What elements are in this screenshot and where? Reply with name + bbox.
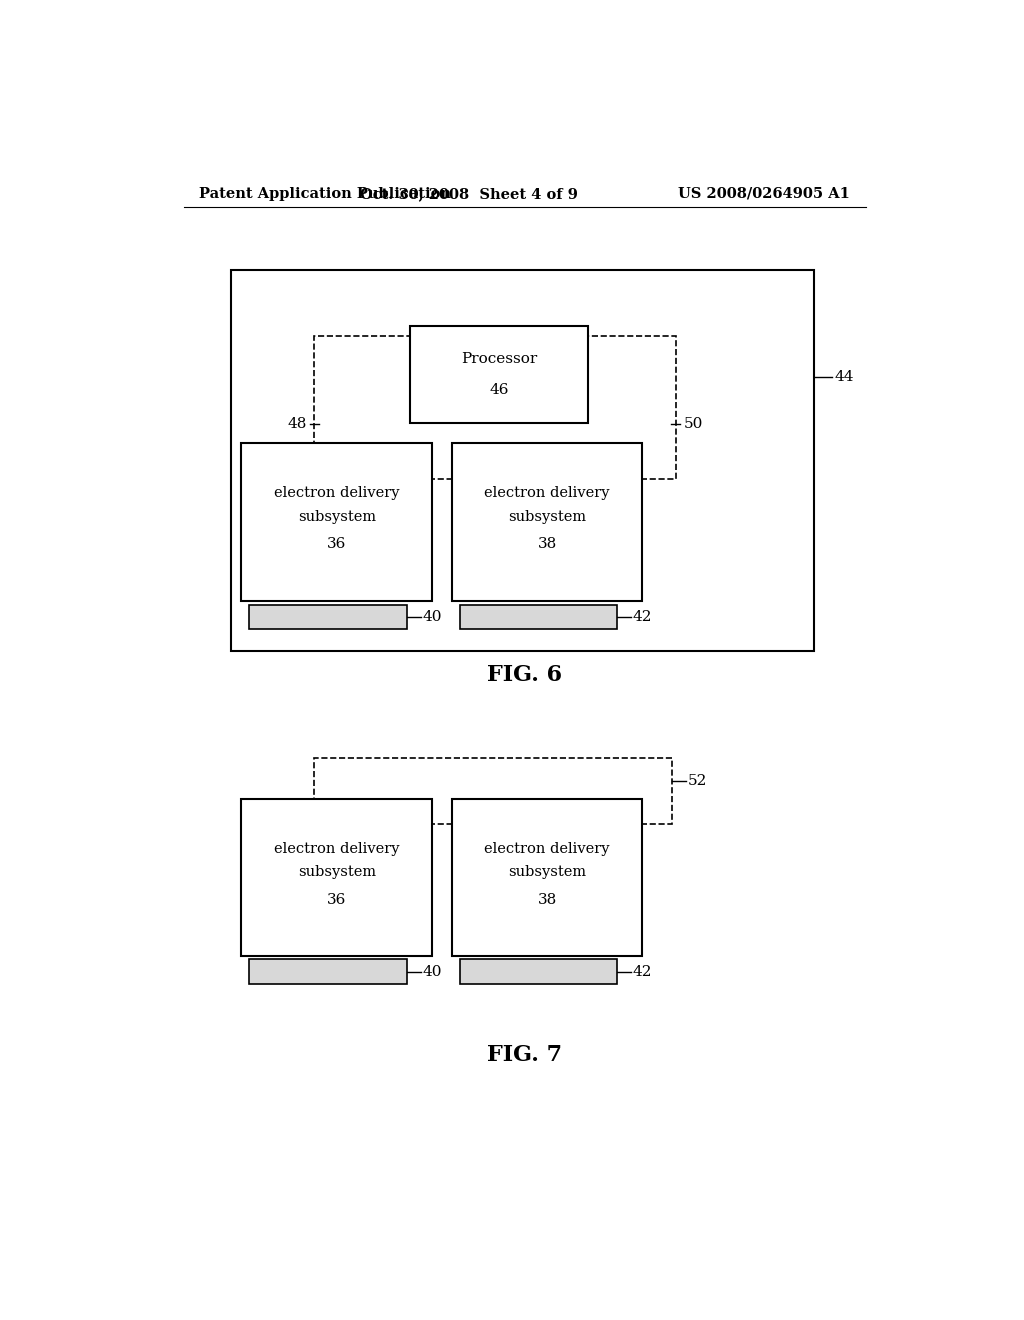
Text: FIG. 7: FIG. 7 — [487, 1044, 562, 1065]
Text: FIG. 6: FIG. 6 — [487, 664, 562, 685]
Text: 52: 52 — [687, 775, 707, 788]
Text: 44: 44 — [835, 370, 854, 384]
Bar — [410, 326, 588, 422]
Text: electron delivery: electron delivery — [274, 842, 399, 857]
Bar — [314, 758, 672, 824]
Text: 40: 40 — [423, 610, 442, 624]
Text: 36: 36 — [327, 892, 346, 907]
Bar — [250, 605, 407, 630]
Bar — [460, 605, 616, 630]
Bar — [242, 444, 432, 601]
Text: 36: 36 — [327, 537, 346, 552]
Text: Processor: Processor — [461, 352, 538, 366]
Text: subsystem: subsystem — [298, 510, 376, 524]
Bar — [452, 799, 642, 956]
Text: subsystem: subsystem — [508, 510, 586, 524]
Text: 38: 38 — [538, 892, 557, 907]
Bar — [314, 337, 676, 479]
Text: Patent Application Publication: Patent Application Publication — [200, 187, 452, 201]
Bar — [231, 271, 814, 651]
Text: 50: 50 — [684, 417, 702, 432]
Text: 40: 40 — [423, 965, 442, 978]
Bar — [460, 960, 616, 983]
Text: subsystem: subsystem — [298, 866, 376, 879]
Text: electron delivery: electron delivery — [274, 486, 399, 500]
Text: US 2008/0264905 A1: US 2008/0264905 A1 — [678, 187, 850, 201]
Text: subsystem: subsystem — [508, 866, 586, 879]
Bar — [242, 799, 432, 956]
Text: 42: 42 — [633, 610, 652, 624]
Text: 48: 48 — [287, 417, 306, 432]
Text: Oct. 30, 2008  Sheet 4 of 9: Oct. 30, 2008 Sheet 4 of 9 — [360, 187, 579, 201]
Bar — [452, 444, 642, 601]
Text: 46: 46 — [489, 383, 509, 396]
Text: electron delivery: electron delivery — [484, 486, 609, 500]
Text: 38: 38 — [538, 537, 557, 552]
Text: electron delivery: electron delivery — [484, 842, 609, 857]
Bar — [250, 960, 407, 983]
Text: 42: 42 — [633, 965, 652, 978]
